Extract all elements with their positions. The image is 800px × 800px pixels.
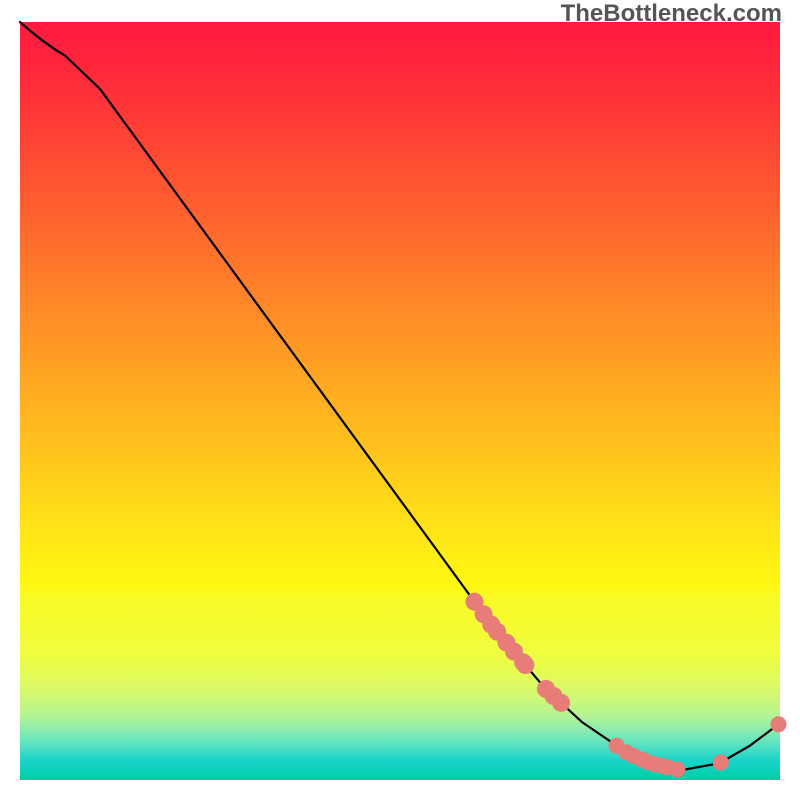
data-marker <box>770 716 786 732</box>
chart-container: TheBottleneck.com <box>0 0 800 800</box>
watermark-text: TheBottleneck.com <box>561 0 782 28</box>
data-marker <box>669 761 685 777</box>
data-marker <box>713 754 729 770</box>
chart-svg <box>0 0 800 800</box>
data-marker <box>516 656 534 674</box>
data-marker <box>552 694 570 712</box>
